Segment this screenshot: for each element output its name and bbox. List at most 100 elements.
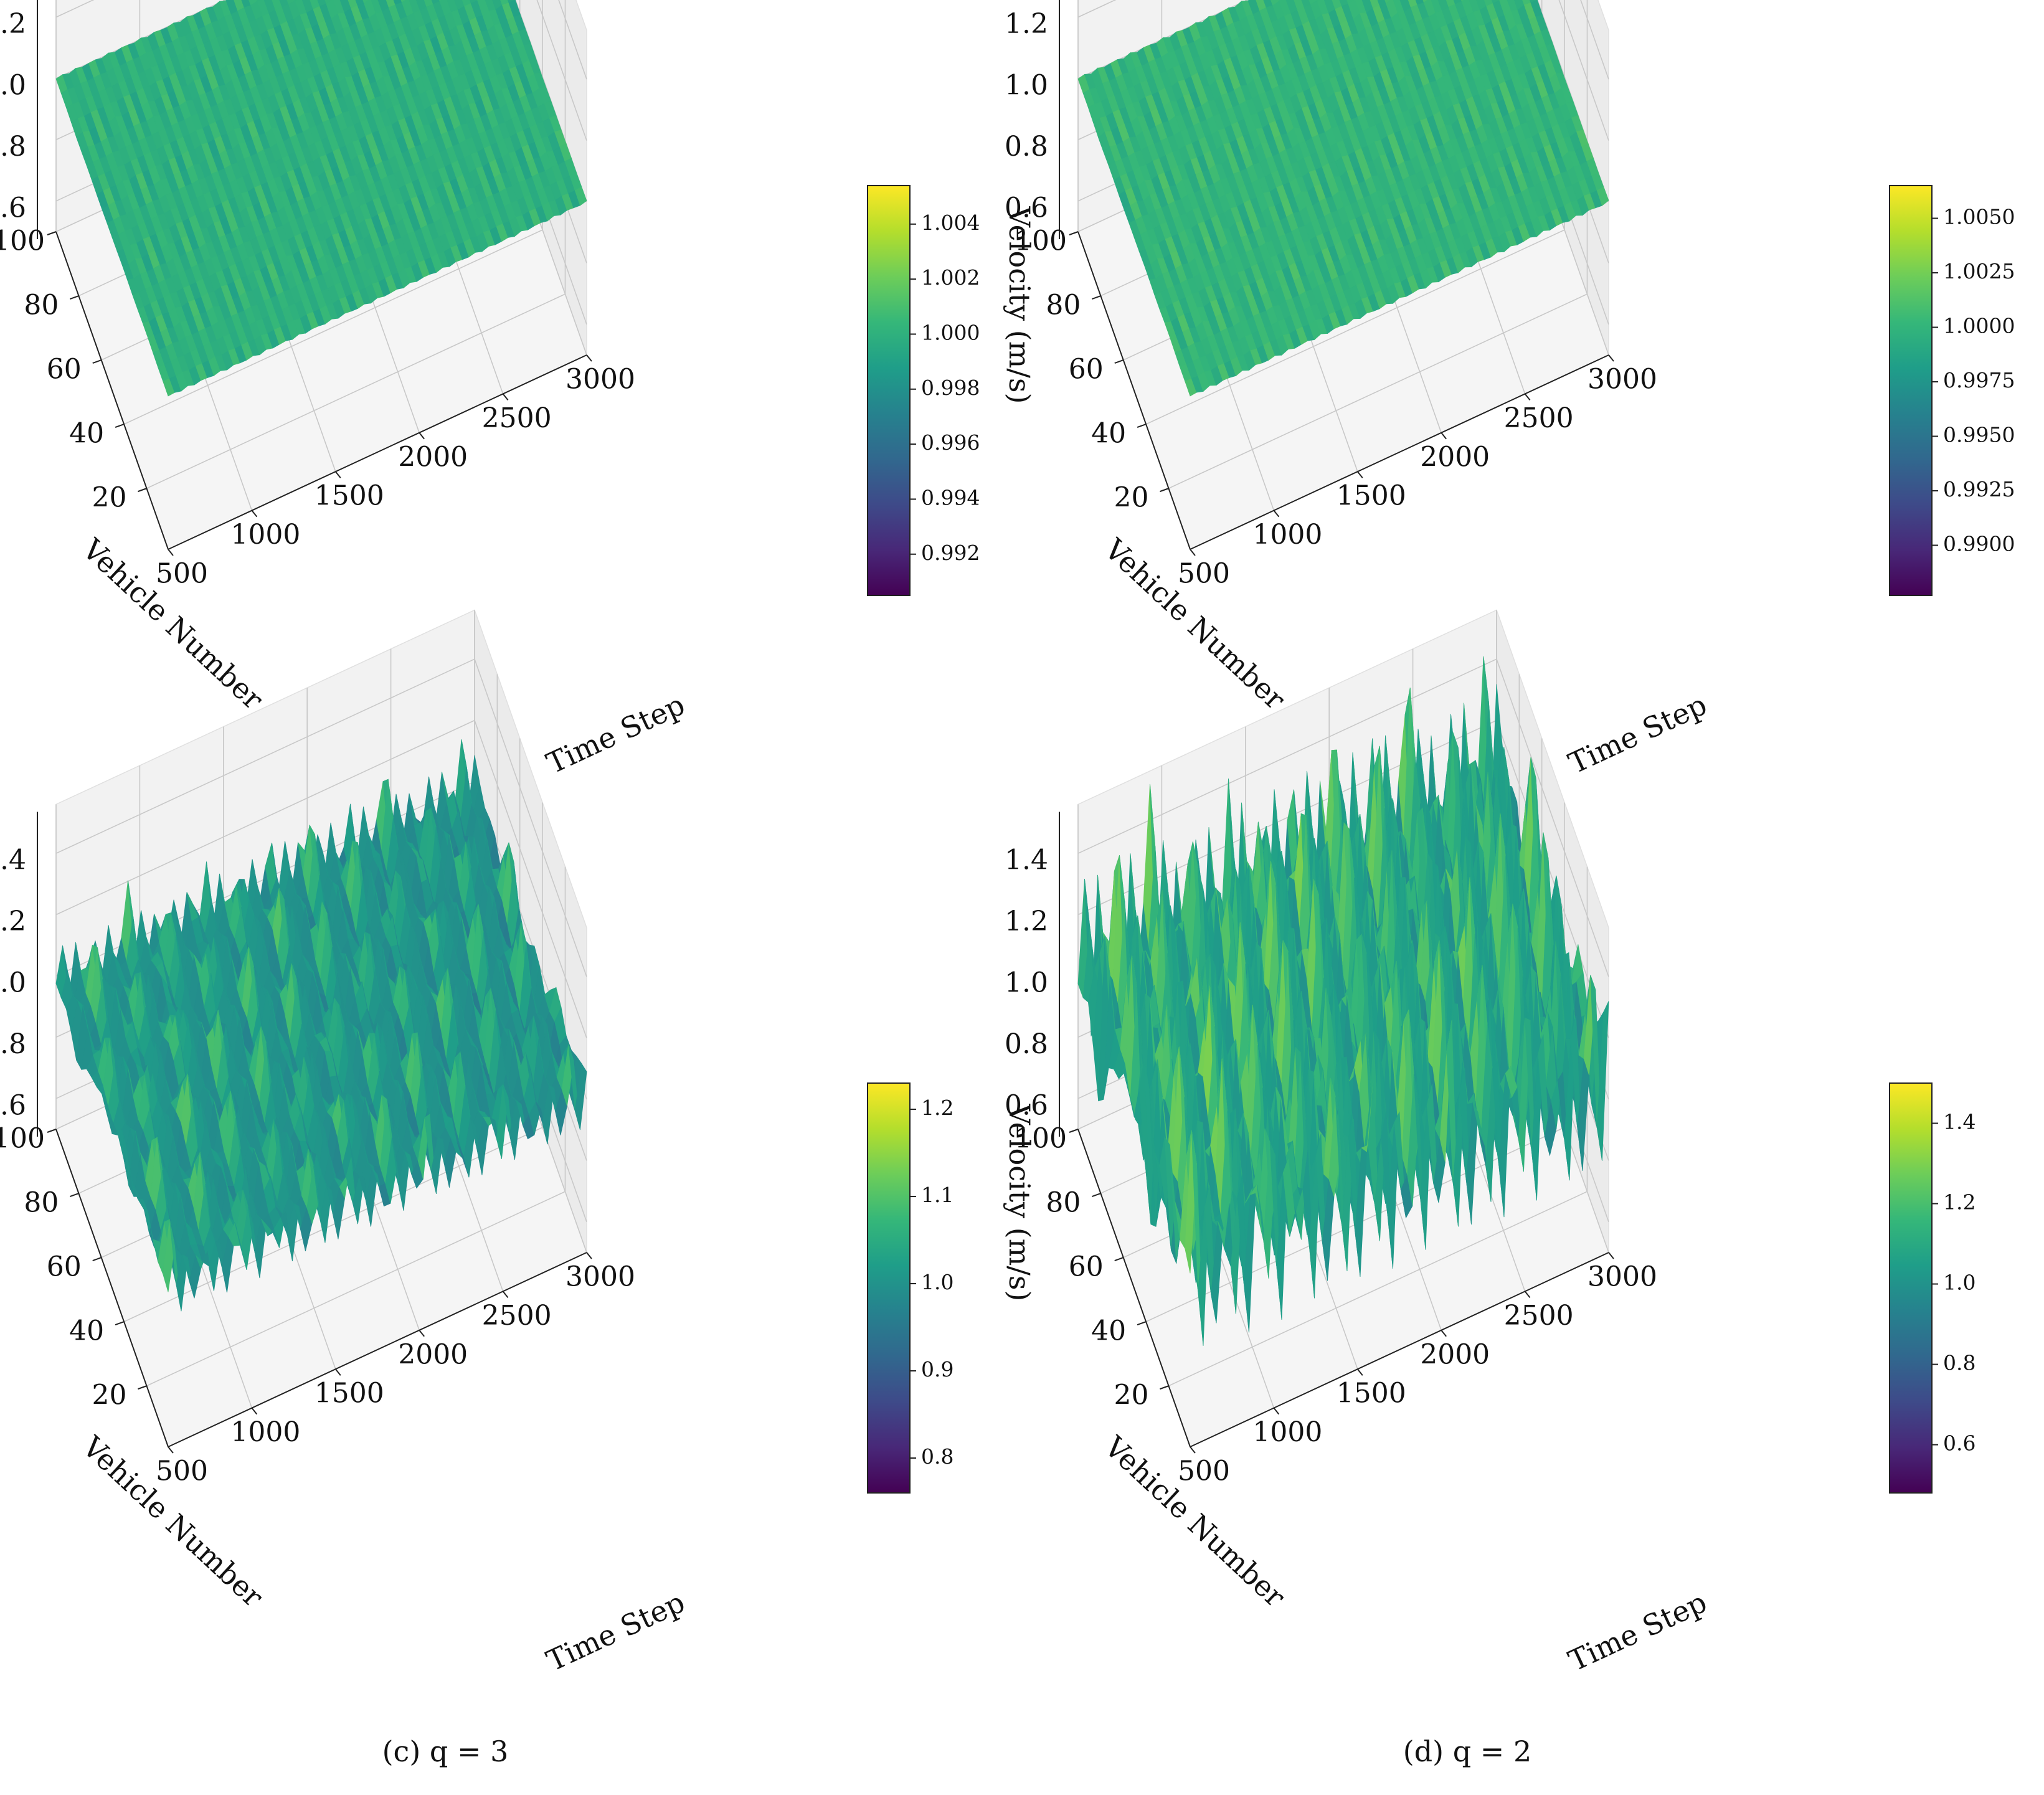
grid-y	[1145, 0, 1565, 425]
grid-y	[1168, 0, 1588, 489]
z-tick-label: 0.6	[0, 1089, 26, 1121]
x-tick-mark	[586, 354, 592, 362]
x-tick-mark	[251, 1407, 258, 1415]
y-tick-label: 100	[1015, 225, 1067, 257]
y-tick-label: 20	[92, 482, 126, 514]
colorbar-tick-label: 1.1	[921, 1183, 953, 1207]
surface-plot-c: 50010001500200025003000204060801000.60.8…	[0, 609, 953, 1768]
surface-plot-a: 50010001500200025003000204060801000.60.8…	[0, 0, 980, 871]
z-tick-label: 0.8	[0, 1028, 26, 1060]
axis-lines	[37, 812, 587, 1447]
colorbar-tick-label: 1.000	[921, 320, 980, 344]
y-tick-mark	[92, 1257, 102, 1262]
y-tick-label: 80	[1046, 290, 1081, 321]
x-tick-label: 1000	[230, 519, 300, 551]
x-tick-mark	[251, 509, 258, 518]
x-tick-label: 2500	[482, 1300, 552, 1332]
panel-d: 500 1000 1500 2000 2500 3000 20 40 60 80 100 0.6 0.8…	[1003, 609, 2044, 1795]
x-tick-mark	[168, 549, 174, 556]
x-axis-line	[168, 354, 587, 550]
x-tick-mark	[168, 1446, 174, 1454]
grid-z	[1077, 658, 1609, 977]
grid-y	[123, 802, 543, 1322]
z-tick-label: 1.0	[0, 967, 26, 999]
grid-y	[146, 0, 566, 489]
x-axis-line	[1190, 354, 1609, 550]
y-tick-mark	[47, 231, 57, 235]
x-tick-mark	[1357, 471, 1363, 478]
velocity-surface	[1077, 656, 1609, 1346]
surface-plot-b: 50010001500200025003000204060801000.60.8…	[1003, 0, 2015, 871]
colorbar-tick-label: 0.9950	[1943, 423, 2015, 447]
y-tick-mark	[92, 359, 102, 364]
x-tick-label: 3000	[1587, 364, 1657, 395]
x-tick-label: 500	[1178, 558, 1230, 590]
x-axis-label: Time Step	[541, 688, 689, 780]
x-tick-mark	[335, 471, 341, 478]
y-tick-label: 60	[47, 354, 82, 386]
x-tick-mark	[502, 1291, 509, 1299]
x-tick-label: 2500	[1504, 402, 1574, 434]
x-tick-mark	[419, 432, 425, 440]
surface-cell	[1596, 186, 1609, 206]
x-tick-mark	[1190, 549, 1196, 556]
z-tick-label: 1.2	[0, 906, 26, 937]
x-tick-label: 2000	[398, 441, 468, 473]
x-axis-label: Time Step	[541, 1585, 689, 1678]
velocity-surface	[1077, 0, 1609, 397]
axis-lines	[37, 0, 587, 550]
x-tick-mark	[419, 1330, 425, 1337]
panel-a: 50010001500200025003000204060801000.60.8…	[0, 0, 1022, 898]
y-tick-mark	[1160, 488, 1169, 493]
y-tick-mark	[1069, 231, 1079, 235]
x-tick-label: 1500	[315, 1378, 384, 1409]
colorbar-tick-label: 0.9900	[1943, 532, 2015, 556]
x-tick-label: 3000	[565, 364, 635, 395]
y-tick-label: 60	[47, 1251, 82, 1283]
colorbar-tick-label: 1.2	[921, 1096, 953, 1120]
y-axis-line	[55, 231, 169, 550]
x-tick-label: 2000	[1420, 441, 1490, 473]
velocity-surface	[55, 739, 587, 1312]
x-tick-label: 1000	[1252, 519, 1322, 551]
z-tick-label: 1.2	[1005, 8, 1048, 40]
colorbar-tick-label: 1.0000	[1943, 314, 2015, 338]
grid-z	[55, 719, 587, 1038]
z-tick-label: 1.2	[0, 8, 26, 40]
y-tick-mark	[70, 295, 79, 300]
x-tick-label: 1500	[315, 480, 384, 512]
x-tick-label: 1000	[230, 1416, 300, 1448]
z-tick-label: 1.4	[0, 845, 26, 876]
grid-y	[146, 866, 566, 1386]
surface-cell	[574, 186, 587, 206]
colorbar-tick-label: 1.0025	[1943, 259, 2015, 283]
y-tick-mark	[1092, 295, 1101, 300]
colorbar	[867, 185, 911, 596]
y-tick-label: 80	[24, 1187, 59, 1219]
grid-z	[55, 0, 587, 141]
colorbar-tick-label: 0.994	[921, 485, 980, 509]
y-tick-mark	[70, 1193, 79, 1197]
y-tick-mark	[1137, 424, 1147, 429]
y-tick-label: 80	[24, 290, 59, 321]
y-tick-label: 40	[69, 418, 104, 450]
x-tick-mark	[1608, 354, 1614, 362]
y-tick-mark	[138, 488, 147, 493]
z-tick-label: 0.8	[0, 131, 26, 163]
y-tick-mark	[115, 1321, 125, 1326]
y-axis-line	[1077, 231, 1191, 550]
x-tick-label: 500	[156, 558, 208, 590]
x-tick-label: 2000	[398, 1338, 468, 1370]
colorbar-tick-label: 0.9975	[1943, 368, 2015, 392]
x-tick-mark	[1524, 393, 1531, 401]
colorbar-tick-label: 0.996	[921, 430, 980, 455]
x-tick-label: 3000	[565, 1261, 635, 1293]
y-tick-mark	[47, 1129, 57, 1133]
y-tick-mark	[138, 1385, 147, 1390]
y-axis-line	[55, 1129, 169, 1447]
colorbar-tick-label: 0.998	[921, 376, 980, 400]
grid-z	[55, 658, 587, 977]
y-tick-label: 100	[0, 225, 45, 257]
axis-lines	[1059, 0, 1609, 550]
colorbar-tick-label: 0.9925	[1943, 477, 2015, 501]
